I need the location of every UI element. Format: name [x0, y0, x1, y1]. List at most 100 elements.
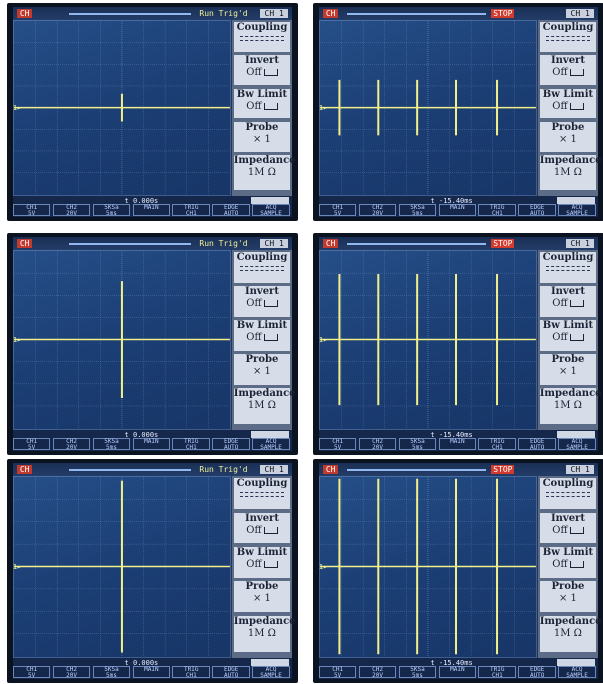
- bw-limit-button[interactable]: Bw Limit Off: [233, 547, 291, 578]
- bottom-cell[interactable]: MAIN: [132, 437, 171, 450]
- channel-badge: CH: [322, 465, 339, 475]
- channel-tab[interactable]: CH 1: [566, 9, 595, 19]
- probe-value: × 1: [252, 134, 271, 145]
- probe-button[interactable]: Probe × 1: [539, 122, 597, 152]
- bottom-cell[interactable]: TRIG CH1: [172, 437, 211, 450]
- probe-button[interactable]: Probe × 1: [539, 581, 597, 613]
- bottom-cell[interactable]: CH1 5V: [318, 665, 357, 678]
- bottom-cell[interactable]: ACQ SAMPLE: [252, 665, 290, 678]
- bottom-cell[interactable]: ACQ SAMPLE: [558, 203, 596, 216]
- bottom-cell[interactable]: 5KSa 5ms: [398, 665, 437, 678]
- bottom-cell[interactable]: CH1 5V: [12, 203, 51, 216]
- bottom-cell[interactable]: CH2 20V: [358, 437, 397, 450]
- bottom-cell[interactable]: 5KSa 5ms: [398, 437, 437, 450]
- bottom-cell[interactable]: CH2 20V: [358, 203, 397, 216]
- bottom-cell[interactable]: CH1 5V: [12, 437, 51, 450]
- bottom-cell[interactable]: CH2 20V: [358, 665, 397, 678]
- bottom-cell[interactable]: TRIG CH1: [478, 665, 517, 678]
- invert-value: Off: [234, 67, 290, 79]
- bottom-cell[interactable]: 5KSa 5ms: [92, 203, 131, 216]
- bottom-cell[interactable]: TRIG CH1: [478, 203, 517, 216]
- bottom-cell[interactable]: CH2 20V: [52, 437, 91, 450]
- bottom-cell[interactable]: MAIN: [132, 665, 171, 678]
- bottom-cell[interactable]: TRIG CH1: [478, 437, 517, 450]
- bottom-cell[interactable]: MAIN: [438, 665, 477, 678]
- channel-marker: 1▸: [12, 103, 22, 112]
- coupling-label: Coupling: [542, 252, 594, 264]
- invert-button[interactable]: Invert Off: [539, 55, 597, 86]
- invert-button[interactable]: Invert Off: [233, 512, 291, 544]
- bottom-cell[interactable]: 5KSa 5ms: [92, 437, 131, 450]
- bottom-cell-label: CH2: [372, 203, 383, 211]
- oscilloscope-screen: CH Run Trig'd CH 1 1▸ Coupling Invert Off Bw Li…: [12, 463, 296, 679]
- channel-tab[interactable]: CH 1: [260, 239, 289, 249]
- status-line: [346, 243, 487, 246]
- bottom-cell[interactable]: EDGE AUTO: [212, 437, 251, 450]
- impedance-button[interactable]: Impedance 1M Ω: [233, 388, 296, 425]
- channel-tab[interactable]: CH 1: [260, 465, 289, 475]
- bottom-cell[interactable]: TRIG CH1: [172, 203, 211, 216]
- bottom-cell[interactable]: ACQ SAMPLE: [252, 203, 290, 216]
- bw-limit-button[interactable]: Bw Limit Off: [233, 88, 291, 119]
- coupling-button[interactable]: Coupling: [539, 252, 597, 283]
- channel-tab[interactable]: CH 1: [260, 9, 289, 19]
- probe-button[interactable]: Probe × 1: [233, 354, 291, 385]
- bw-limit-button[interactable]: Bw Limit Off: [539, 547, 597, 578]
- bottom-cell[interactable]: EDGE AUTO: [212, 203, 251, 216]
- invert-button[interactable]: Invert Off: [539, 512, 597, 544]
- impedance-button[interactable]: Impedance 1M Ω: [539, 615, 602, 653]
- impedance-label: Impedance: [539, 388, 602, 400]
- stop-status: STOP: [491, 465, 515, 475]
- invert-button[interactable]: Invert Off: [233, 55, 291, 86]
- probe-button[interactable]: Probe × 1: [233, 581, 291, 613]
- probe-button[interactable]: Probe × 1: [233, 122, 291, 152]
- bottom-cell[interactable]: 5KSa 5ms: [92, 665, 131, 678]
- bottom-cell[interactable]: CH1 5V: [318, 203, 357, 216]
- bottom-cell[interactable]: ACQ SAMPLE: [558, 437, 596, 450]
- bw-limit-button[interactable]: Bw Limit Off: [539, 320, 597, 351]
- channel-menu: Coupling Invert Off Bw Limit Off Probe × 1 Impe…: [536, 250, 602, 430]
- invert-button[interactable]: Invert Off: [539, 286, 597, 317]
- bottom-cell[interactable]: MAIN: [132, 203, 171, 216]
- bottom-cell-label: 5KSa: [410, 437, 425, 445]
- bottom-cell[interactable]: MAIN: [438, 203, 477, 216]
- probe-button[interactable]: Probe × 1: [539, 354, 597, 385]
- channel-menu: Coupling Invert Off Bw Limit Off Probe × 1 Impe…: [230, 250, 296, 430]
- bottom-cell[interactable]: EDGE AUTO: [212, 665, 251, 678]
- bw-limit-button[interactable]: Bw Limit Off: [539, 88, 597, 119]
- time-offset: t 0.000s: [124, 658, 159, 667]
- bottom-cell[interactable]: CH1 5V: [318, 437, 357, 450]
- invert-button[interactable]: Invert Off: [233, 286, 291, 317]
- invert-value: Off: [540, 525, 596, 537]
- impedance-button[interactable]: Impedance 1M Ω: [233, 155, 296, 191]
- coupling-button[interactable]: Coupling: [233, 22, 291, 52]
- bottom-cell[interactable]: CH1 5V: [12, 665, 51, 678]
- bottom-cell[interactable]: EDGE AUTO: [518, 665, 557, 678]
- bottom-cell[interactable]: ACQ SAMPLE: [252, 437, 290, 450]
- impedance-button[interactable]: Impedance 1M Ω: [539, 388, 602, 425]
- bottom-cell[interactable]: EDGE AUTO: [518, 437, 557, 450]
- coupling-button[interactable]: Coupling: [539, 478, 597, 510]
- impedance-button[interactable]: Impedance 1M Ω: [539, 155, 602, 191]
- channel-tab[interactable]: CH 1: [566, 239, 595, 249]
- top-status-bar: CH STOP CH 1: [318, 7, 599, 21]
- bottom-cell[interactable]: CH2 20V: [52, 203, 91, 216]
- bottom-cell[interactable]: 5KSa 5ms: [398, 203, 437, 216]
- impedance-button[interactable]: Impedance 1M Ω: [233, 615, 296, 653]
- impedance-value: 1M Ω: [553, 167, 582, 179]
- bottom-cell[interactable]: ACQ SAMPLE: [558, 665, 596, 678]
- probe-value: × 1: [558, 134, 577, 145]
- channel-tab[interactable]: CH 1: [566, 465, 595, 475]
- channel-menu: Coupling Invert Off Bw Limit Off Probe × 1 Impe…: [536, 476, 602, 658]
- coupling-button[interactable]: Coupling: [539, 22, 597, 52]
- coupling-button[interactable]: Coupling: [233, 478, 291, 510]
- bottom-cell[interactable]: MAIN: [438, 437, 477, 450]
- coupling-button[interactable]: Coupling: [233, 252, 291, 283]
- bw-limit-button[interactable]: Bw Limit Off: [233, 320, 291, 351]
- oscilloscope-photo: CH STOP CH 1 1▸ Coupling Invert Off Bw Limit Off…: [313, 459, 603, 683]
- bottom-cell[interactable]: CH2 20V: [52, 665, 91, 678]
- bottom-cell[interactable]: TRIG CH1: [172, 665, 211, 678]
- oscilloscope-photo: CH Run Trig'd CH 1 1▸ Coupling Invert Off Bw Li…: [7, 459, 298, 683]
- bottom-cell[interactable]: EDGE AUTO: [518, 203, 557, 216]
- bottom-cell-label: EDGE: [529, 665, 545, 673]
